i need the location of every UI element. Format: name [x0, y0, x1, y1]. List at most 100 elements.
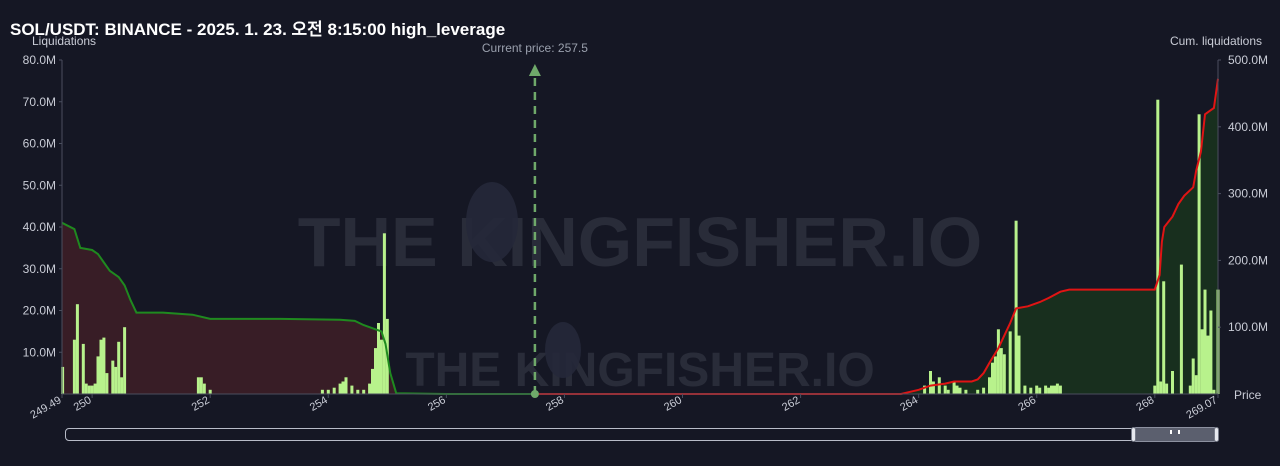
scrollbar-right-handle[interactable]: [1214, 427, 1219, 442]
x-axis-label: Price: [1234, 388, 1262, 402]
liquidation-bar: [338, 383, 342, 394]
liquidation-bar: [958, 387, 962, 394]
liquidation-bar: [81, 343, 85, 394]
y2-tick-label: 200.0M: [1228, 253, 1268, 267]
liquidation-bar: [379, 339, 383, 394]
liquidation-bar: [1188, 385, 1192, 394]
liquidation-bar: [199, 377, 203, 394]
liquidation-bar: [1197, 114, 1201, 395]
liquidation-bar: [929, 371, 932, 394]
y-tick-label: 40.0M: [23, 220, 56, 234]
liquidation-bar: [1179, 264, 1183, 394]
liquidation-bar: [123, 327, 127, 394]
liquidation-bar: [1203, 289, 1207, 394]
liquidation-bar: [326, 389, 330, 394]
line-layer: [61, 78, 1219, 395]
liquidation-bar: [87, 385, 91, 394]
chart-title: SOL/USDT: BINANCE - 2025. 1. 23. 오전 8:15…: [10, 20, 506, 39]
liquidation-bar: [350, 385, 354, 394]
liquidation-bar: [1035, 385, 1039, 394]
liquidation-bar: [374, 348, 377, 394]
liquidation-bar: [993, 356, 997, 394]
liquidation-bar: [61, 366, 65, 394]
watermark-text: THE KINGFISHER.IO: [298, 203, 982, 281]
liquidation-bar: [1014, 220, 1018, 394]
y-tick-label: 80.0M: [23, 53, 56, 67]
liquidation-bar: [102, 337, 106, 394]
x-tick-label: 264: [898, 394, 920, 414]
x-tick-label: 254: [308, 394, 330, 414]
liquidation-bar: [382, 233, 386, 394]
y2-tick-label: 300.0M: [1228, 187, 1268, 201]
short-cumulative-area: [62, 222, 535, 394]
x-tick-label: 260: [662, 394, 684, 414]
range-scrollbar[interactable]: [65, 427, 1219, 442]
liquidation-bar: [982, 387, 986, 394]
y2-tick-label: 400.0M: [1228, 120, 1268, 134]
y-axis-label: Liquidations: [32, 34, 97, 48]
liquidation-bar: [320, 389, 324, 394]
liquidation-bar: [1209, 310, 1213, 394]
short-cumulative-line: [61, 221, 535, 395]
cumulative-area-layer: [62, 78, 1218, 395]
liquidation-bar: [1002, 354, 1006, 394]
grip-icon: [1170, 430, 1180, 434]
x-tick-label: 266: [1016, 394, 1038, 414]
liquidation-bar: [332, 387, 336, 394]
bar-layer: [61, 99, 1220, 395]
liquidation-bar: [988, 377, 991, 394]
liquidation-bar: [99, 339, 103, 394]
liquidation-bar: [75, 304, 79, 394]
liquidation-bar: [999, 348, 1003, 394]
liquidation-bar: [341, 381, 345, 394]
y2-tick-label: 500.0M: [1228, 53, 1268, 67]
current-price-dot: [530, 390, 539, 398]
scrollbar-window[interactable]: [1131, 427, 1219, 442]
y-tick-label: 30.0M: [23, 262, 56, 276]
long-cumulative-area: [534, 78, 1218, 395]
liquidation-bar: [84, 383, 88, 394]
x-tick-label: 250: [72, 394, 94, 414]
liquidation-bar: [991, 362, 994, 394]
x-tick-label: 262: [780, 394, 802, 414]
liquidation-bar: [1023, 385, 1027, 394]
liquidation-bar: [996, 329, 1000, 394]
liquidation-bar: [117, 341, 121, 394]
liquidation-bar: [1194, 375, 1198, 394]
liquidation-bar: [1165, 383, 1169, 394]
liquidation-bar: [90, 385, 94, 394]
y-tick-label: 20.0M: [23, 304, 56, 318]
y-tick-label: 50.0M: [23, 178, 56, 192]
liquidation-bar: [1047, 387, 1051, 394]
liquidation-bar: [923, 385, 927, 394]
liquidation-bar: [1038, 387, 1042, 394]
liquidation-bar: [931, 381, 935, 394]
liquidation-bar: [356, 389, 360, 394]
liquidation-bar: [1050, 385, 1053, 394]
liquidation-bar: [208, 389, 212, 394]
kingfisher-logo-icon-small: [545, 322, 581, 378]
x-tick-label: 249.49: [28, 394, 63, 421]
y2-axis-label: Cum. liquidations: [1169, 34, 1262, 48]
liquidation-bar: [1212, 389, 1216, 394]
liquidation-bar: [946, 389, 950, 394]
liquidation-bar: [1200, 329, 1204, 394]
liquidation-bar: [72, 339, 76, 394]
y2-tick-label: 100.0M: [1228, 320, 1268, 334]
liquidation-bar: [93, 383, 97, 394]
liquidation-bar: [976, 389, 980, 394]
liquidation-bar: [1156, 99, 1160, 394]
watermark: THE KINGFISHER.IO THE KINGFISHER.IO: [298, 182, 982, 397]
x-tick-label: 256: [426, 394, 448, 414]
liquidation-bar: [96, 356, 100, 394]
scrollbar-left-handle[interactable]: [1131, 427, 1136, 442]
long-cumulative-line: [534, 78, 1219, 395]
y-tick-label: 70.0M: [23, 95, 56, 109]
y-tick-label: 10.0M: [23, 345, 56, 359]
liquidation-bar: [377, 323, 380, 394]
current-price-marker[interactable]: Current price: 257.5: [482, 41, 588, 398]
liquidation-bar: [120, 377, 124, 394]
liquidation-bar: [1017, 335, 1021, 394]
arrow-up-icon: [528, 64, 541, 76]
